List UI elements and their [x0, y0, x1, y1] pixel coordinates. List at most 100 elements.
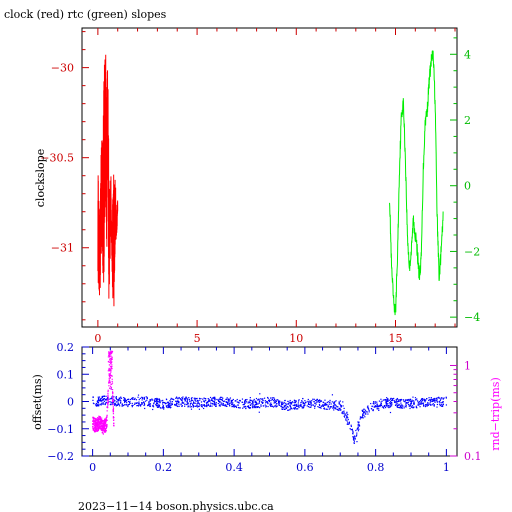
rndtrip-point — [111, 367, 113, 370]
offset-point — [176, 405, 178, 407]
offset-point — [273, 401, 276, 403]
offset-point — [214, 396, 216, 398]
offset-point — [109, 398, 111, 400]
rndtrip-point — [104, 423, 106, 426]
offset-point — [329, 401, 331, 404]
offset-point — [238, 401, 240, 404]
rndtrip-point — [94, 429, 96, 431]
rndtrip-point — [95, 427, 97, 429]
offset-point — [190, 399, 193, 401]
offset-point — [247, 405, 249, 407]
rndtrip-point — [110, 371, 112, 373]
offset-point — [364, 409, 366, 411]
offset-point — [190, 408, 193, 410]
offset-point — [101, 395, 103, 398]
offset-point — [258, 411, 260, 413]
offset-point — [301, 400, 303, 402]
rndtrip-point — [97, 421, 99, 423]
offset-point — [248, 407, 251, 409]
offset-point — [438, 401, 441, 403]
offset-point — [411, 399, 413, 401]
offset-point — [378, 404, 380, 407]
rndtrip-point — [104, 424, 106, 427]
offset-point — [340, 406, 342, 408]
offset-point — [127, 398, 129, 401]
rndtrip-point — [104, 425, 106, 428]
offset-point — [120, 397, 123, 399]
rndtrip-point — [108, 377, 110, 379]
offset-point — [355, 429, 357, 432]
offset-point — [363, 414, 365, 416]
offset-point — [252, 402, 254, 404]
offset-point — [126, 402, 128, 404]
offset-point — [227, 399, 229, 401]
offset-point — [282, 401, 284, 403]
offset-point — [176, 397, 178, 399]
offset-point — [267, 405, 269, 408]
rndtrip-point — [109, 370, 111, 372]
offset-point — [264, 400, 267, 402]
rndtrip-point — [100, 427, 103, 429]
offset-point — [301, 405, 303, 408]
rndtrip-point — [107, 400, 109, 402]
offset-point — [309, 401, 311, 403]
offset-point — [335, 405, 337, 407]
rndtrip-point — [95, 428, 97, 430]
offset-point — [168, 405, 170, 408]
offset-point — [400, 399, 403, 401]
offset-point — [154, 400, 156, 402]
offset-point — [342, 405, 344, 407]
offset-point — [342, 401, 344, 403]
offset-point — [304, 402, 307, 404]
rndtrip-point — [92, 416, 94, 418]
offset-point — [129, 398, 132, 401]
offset-point — [206, 401, 209, 403]
offset-point — [243, 402, 245, 404]
offset-point — [246, 398, 248, 401]
offset-point — [158, 401, 160, 403]
offset-point — [194, 399, 197, 401]
offset-point — [136, 402, 138, 404]
rndtrip-point — [100, 427, 102, 429]
offset-point — [366, 406, 369, 408]
offset-point — [397, 404, 399, 407]
offset-point — [346, 423, 348, 425]
offset-point — [197, 400, 199, 402]
offset-point — [296, 405, 298, 407]
top-panel: 0 5 10 15 −30 −30.5 −31 4 2 0 −2 −4 — [40, 27, 480, 345]
offset-point — [151, 398, 153, 400]
rndtrip-point — [109, 361, 112, 363]
offset-point — [261, 401, 264, 404]
offset-point — [351, 428, 353, 430]
rndtrip-point — [107, 389, 109, 391]
offset-point — [409, 399, 411, 401]
offset-point — [410, 403, 413, 405]
offset-point — [257, 406, 259, 409]
offset-point — [276, 399, 278, 401]
offset-point — [162, 399, 164, 402]
offset-point — [338, 409, 340, 411]
offset-point — [194, 405, 196, 407]
offset-point — [98, 404, 100, 406]
offset-point — [114, 404, 116, 406]
offset-point — [190, 400, 192, 402]
rndtrip-point — [94, 430, 97, 433]
offset-point — [431, 404, 433, 406]
offset-point — [169, 400, 171, 402]
offset-point — [99, 398, 101, 401]
offset-point — [290, 402, 292, 404]
offset-point — [409, 398, 412, 400]
top-y2-tick-label: 4 — [464, 48, 471, 61]
offset-point — [157, 401, 159, 403]
offset-point — [422, 403, 424, 405]
offset-point — [218, 398, 220, 400]
offset-point — [165, 402, 167, 405]
rndtrip-point — [111, 350, 113, 352]
offset-point — [400, 404, 402, 406]
offset-point — [359, 416, 362, 418]
offset-point — [356, 434, 358, 436]
offset-point — [407, 403, 410, 405]
offset-point — [297, 402, 299, 404]
offset-point — [429, 403, 431, 405]
